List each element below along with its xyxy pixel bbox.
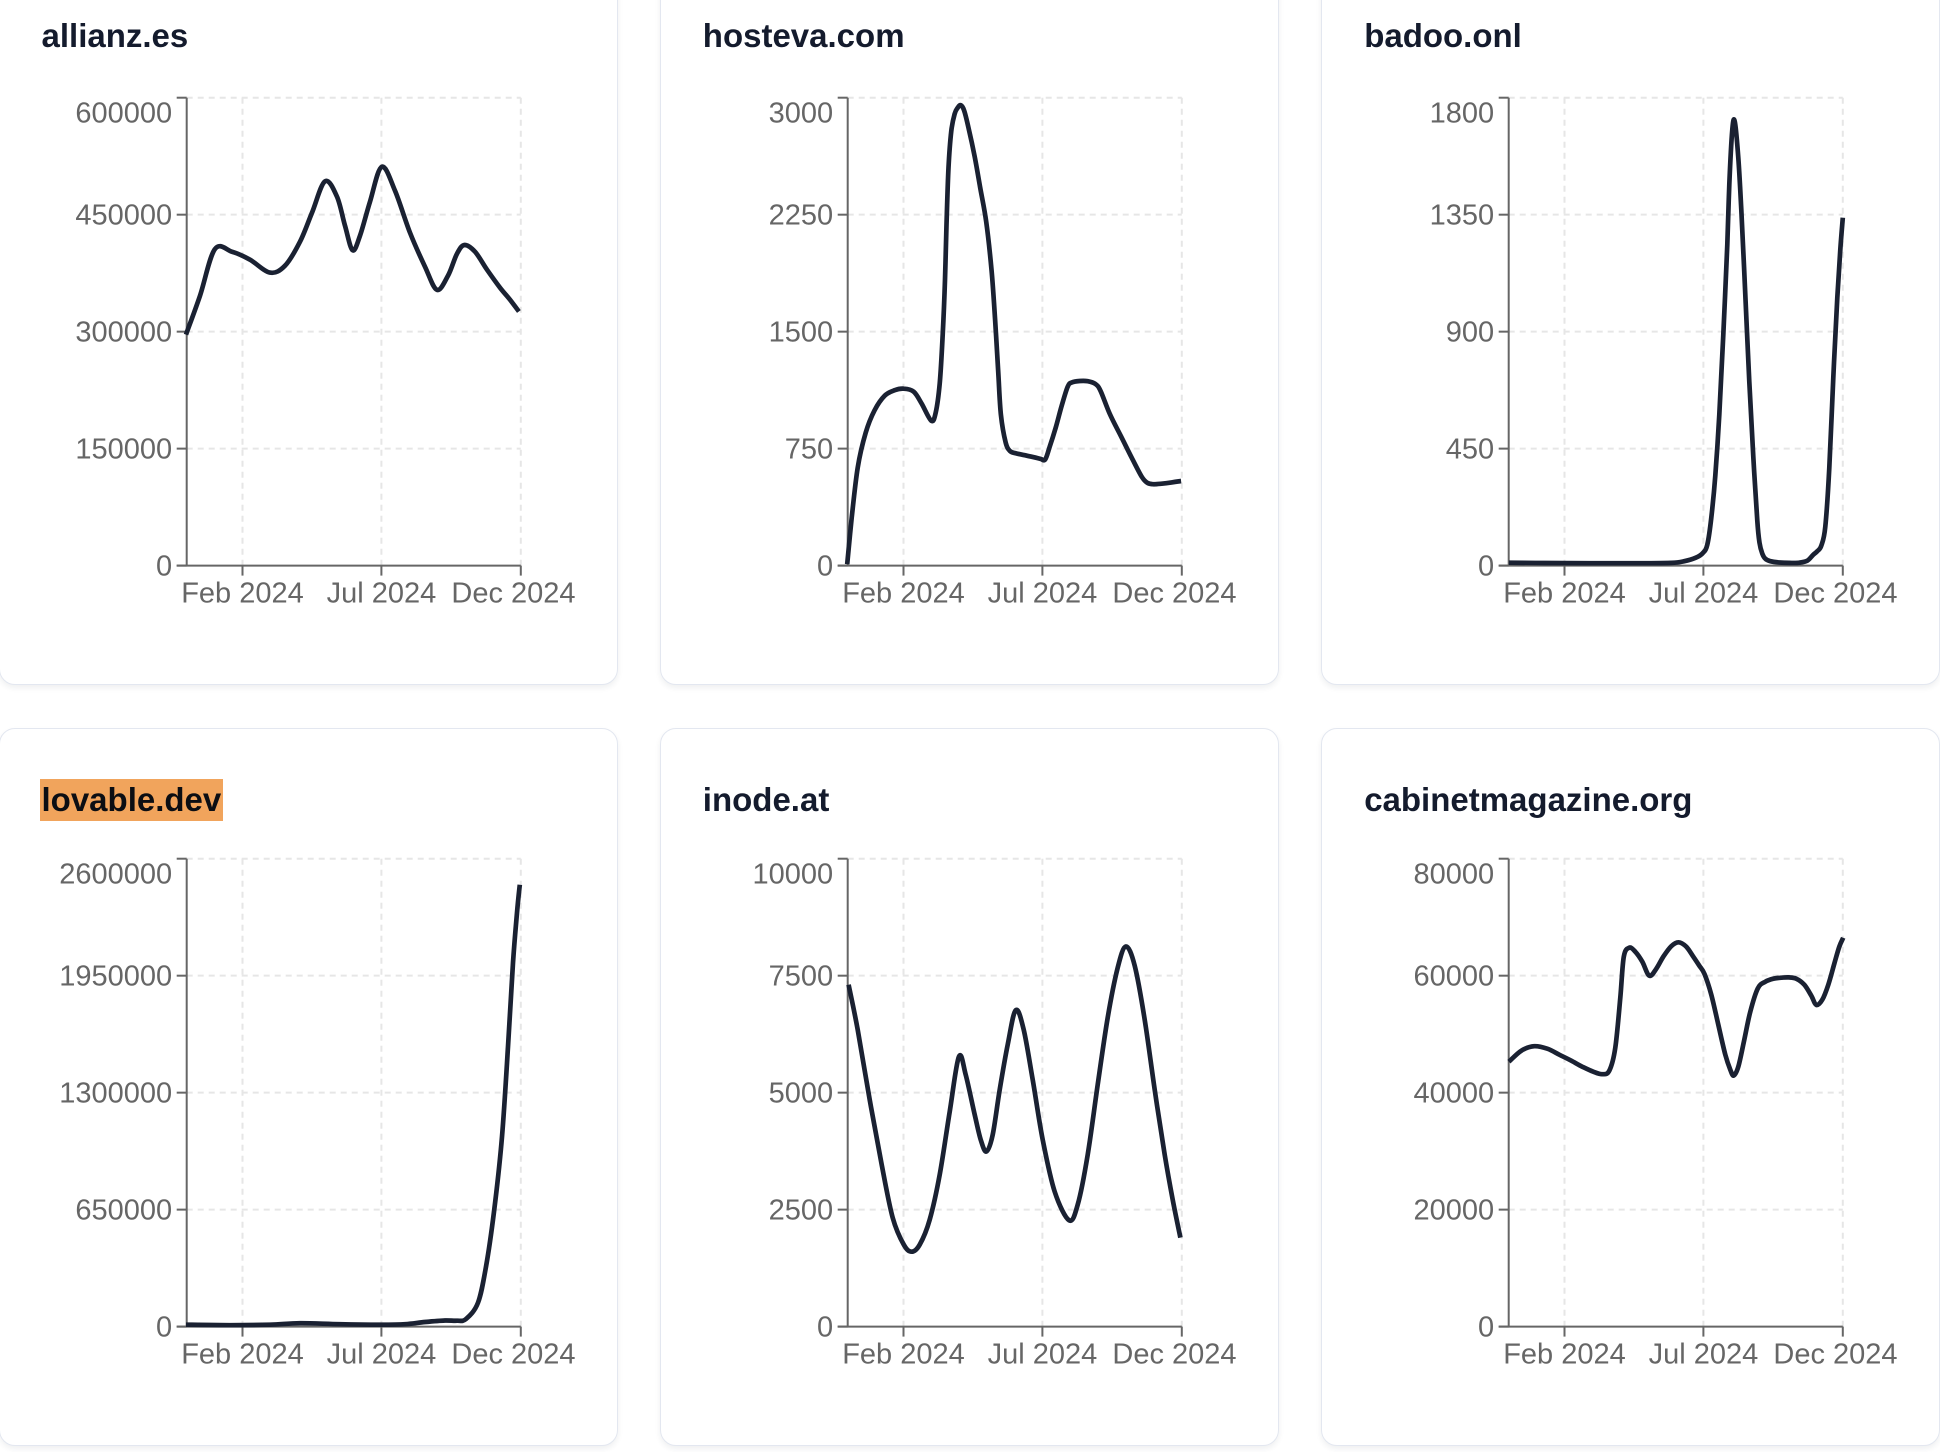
- svg-text:Feb 2024: Feb 2024: [181, 577, 304, 609]
- svg-text:1950000: 1950000: [59, 960, 172, 992]
- svg-text:750: 750: [785, 433, 833, 465]
- svg-text:Jul 2024: Jul 2024: [987, 1338, 1097, 1370]
- svg-text:0: 0: [817, 550, 833, 582]
- svg-text:7500: 7500: [768, 960, 833, 992]
- svg-text:Jul 2024: Jul 2024: [326, 1338, 436, 1370]
- svg-text:Feb 2024: Feb 2024: [1503, 1338, 1626, 1370]
- svg-text:Jul 2024: Jul 2024: [1649, 1338, 1759, 1370]
- svg-text:3000: 3000: [768, 98, 833, 130]
- svg-text:Dec 2024: Dec 2024: [1112, 577, 1236, 609]
- svg-text:600000: 600000: [75, 98, 172, 130]
- svg-text:Jul 2024: Jul 2024: [1649, 577, 1759, 609]
- svg-text:5000: 5000: [768, 1077, 833, 1109]
- svg-text:Feb 2024: Feb 2024: [842, 577, 965, 609]
- svg-text:Feb 2024: Feb 2024: [181, 1338, 304, 1370]
- svg-text:Dec 2024: Dec 2024: [451, 577, 575, 609]
- svg-text:650000: 650000: [75, 1194, 172, 1226]
- svg-text:40000: 40000: [1414, 1077, 1495, 1109]
- svg-text:0: 0: [156, 550, 172, 582]
- svg-text:80000: 80000: [1414, 858, 1495, 890]
- svg-text:1350: 1350: [1430, 200, 1495, 232]
- svg-text:Dec 2024: Dec 2024: [1112, 1338, 1236, 1370]
- svg-text:150000: 150000: [75, 433, 172, 465]
- svg-text:0: 0: [156, 1311, 172, 1343]
- svg-text:0: 0: [817, 1311, 833, 1343]
- svg-text:300000: 300000: [75, 316, 172, 348]
- svg-text:2500: 2500: [768, 1194, 833, 1226]
- svg-text:2250: 2250: [768, 200, 833, 232]
- svg-text:Jul 2024: Jul 2024: [326, 577, 436, 609]
- svg-text:Dec 2024: Dec 2024: [1774, 577, 1898, 609]
- svg-text:Dec 2024: Dec 2024: [451, 1338, 575, 1370]
- svg-text:1800: 1800: [1430, 98, 1495, 130]
- svg-text:450000: 450000: [75, 200, 172, 232]
- svg-text:900: 900: [1446, 316, 1494, 348]
- svg-text:0: 0: [1478, 1311, 1494, 1343]
- svg-text:20000: 20000: [1414, 1194, 1495, 1226]
- svg-text:450: 450: [1446, 433, 1494, 465]
- svg-text:1500: 1500: [768, 316, 833, 348]
- svg-text:1300000: 1300000: [59, 1077, 172, 1109]
- svg-text:Jul 2024: Jul 2024: [987, 577, 1097, 609]
- svg-text:0: 0: [1478, 550, 1494, 582]
- svg-text:10000: 10000: [752, 858, 833, 890]
- svg-text:2600000: 2600000: [59, 858, 172, 890]
- svg-text:Feb 2024: Feb 2024: [842, 1338, 965, 1370]
- svg-text:Dec 2024: Dec 2024: [1774, 1338, 1898, 1370]
- svg-text:60000: 60000: [1414, 960, 1495, 992]
- svg-text:Feb 2024: Feb 2024: [1503, 577, 1626, 609]
